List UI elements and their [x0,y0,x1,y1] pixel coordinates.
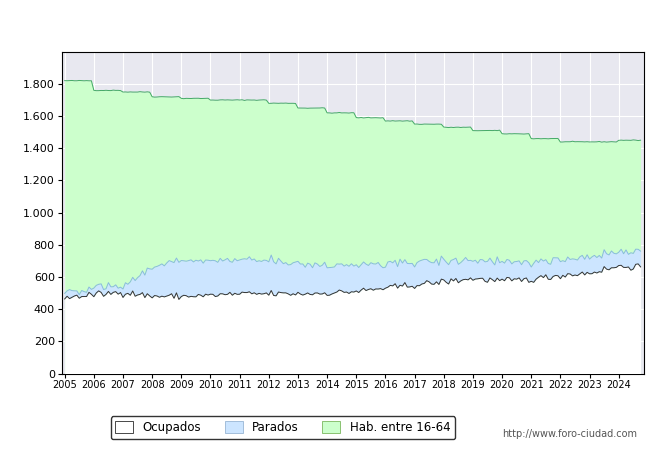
Text: Portillo - Evolucion de la poblacion en edad de Trabajar Septiembre de 2024: Portillo - Evolucion de la poblacion en … [72,17,578,30]
Text: http://www.foro-ciudad.com: http://www.foro-ciudad.com [502,429,637,439]
Legend: Ocupados, Parados, Hab. entre 16-64: Ocupados, Parados, Hab. entre 16-64 [111,416,455,439]
